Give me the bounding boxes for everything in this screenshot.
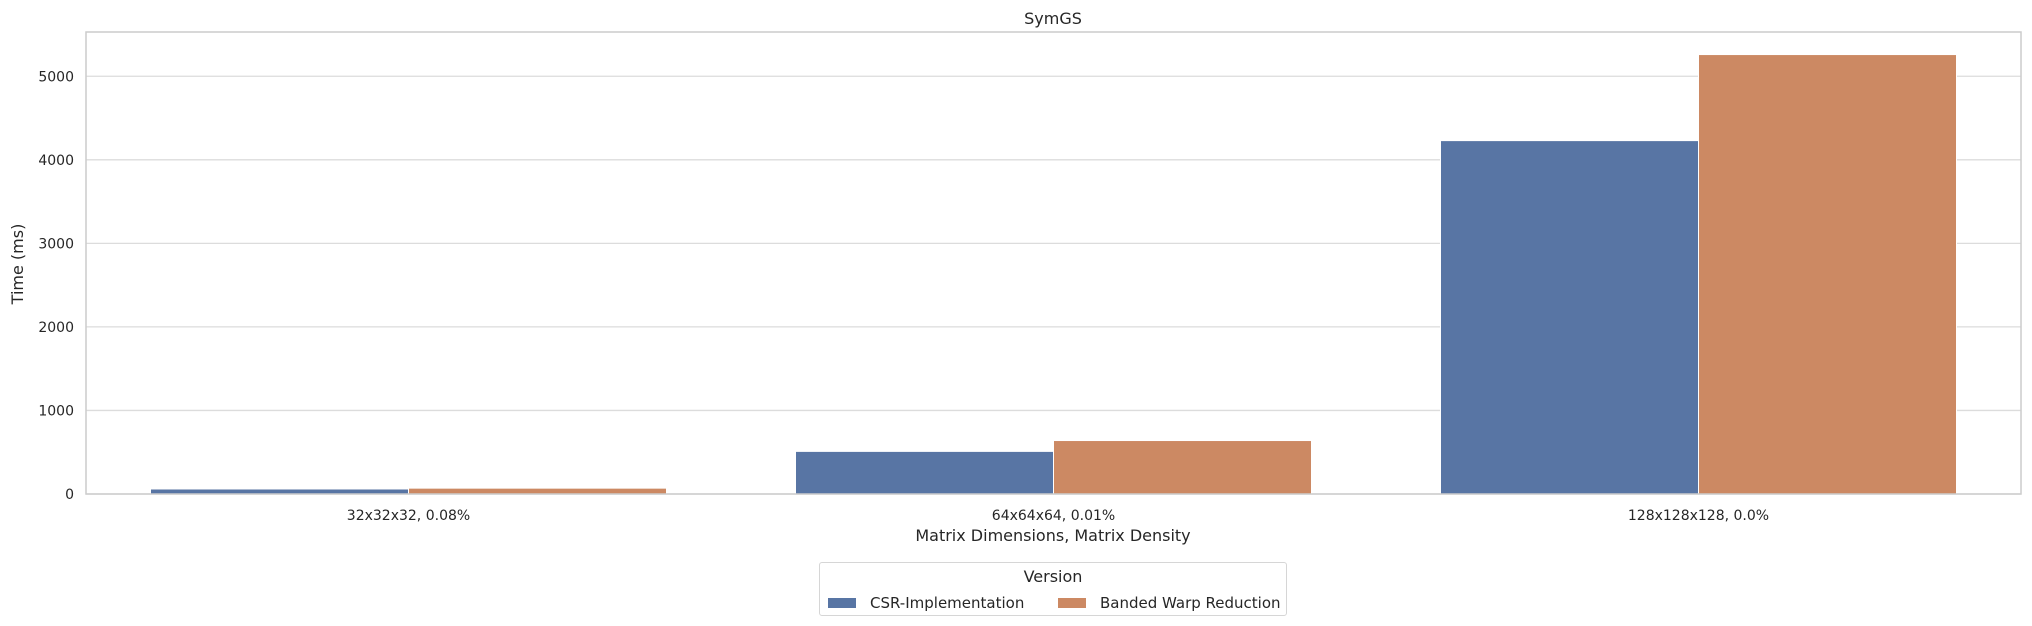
y-tick-label: 4000 [38,153,74,169]
legend-label-banded: Banded Warp Reduction [1100,594,1281,612]
y-tick-label: 3000 [38,236,74,252]
bar-csr-2 [1440,140,1699,495]
plot-frame [85,31,2022,495]
legend-swatch-banded [1058,598,1086,608]
y-tick-label: 5000 [38,69,74,85]
x-tick-label: 32x32x32, 0.08% [347,508,470,524]
legend-title: Version [1023,567,1083,586]
legend: Version CSR-Implementation Banded Warp R… [819,562,1287,616]
y-tick-label: 2000 [38,320,74,336]
y-tick-labels: 0 1000 2000 3000 4000 5000 [38,69,74,503]
bars [150,54,1957,495]
x-axis-label: Matrix Dimensions, Matrix Density [915,526,1190,545]
y-tick-label: 1000 [38,403,74,419]
y-axis-label: Time (ms) [8,224,27,306]
bar-banded-2 [1698,54,1957,495]
chart-title: SymGS [1024,9,1082,28]
legend-item-csr-implementation: CSR-Implementation [828,594,1024,612]
y-tick-label: 0 [65,487,74,503]
legend-item-banded-warp-reduction: Banded Warp Reduction [1058,594,1281,612]
bar-banded-1 [1053,440,1312,495]
x-tick-label: 128x128x128, 0.0% [1628,508,1769,524]
x-tick-label: 64x64x64, 0.01% [992,508,1115,524]
legend-label-csr: CSR-Implementation [870,594,1025,612]
bar-csr-1 [795,450,1054,495]
bar-csr-0 [150,488,409,495]
bar-banded-0 [408,487,667,495]
x-tick-labels: 32x32x32, 0.08% 64x64x64, 0.01% 128x128x12… [347,508,1769,524]
legend-swatch-csr [828,598,856,608]
